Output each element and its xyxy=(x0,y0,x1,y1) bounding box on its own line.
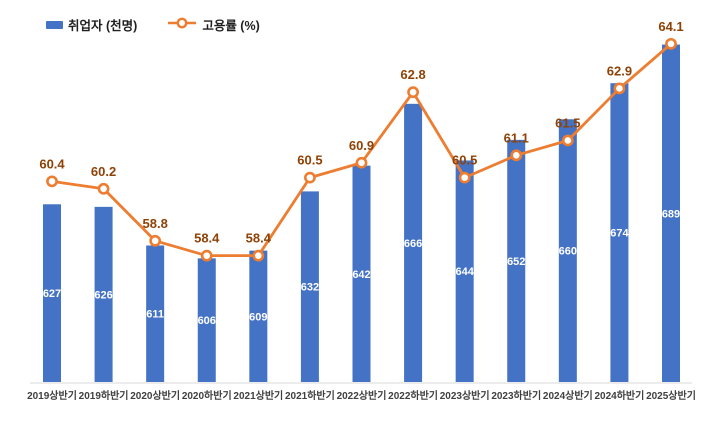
bar xyxy=(94,206,113,382)
bar xyxy=(507,139,526,382)
bar xyxy=(404,103,423,383)
bar-value-label: 626 xyxy=(94,289,112,301)
legend-item-employed: 취업자 (천명) xyxy=(46,15,137,34)
bar-value-label: 652 xyxy=(507,256,525,268)
line-marker-icon xyxy=(613,82,626,95)
bar xyxy=(300,191,319,382)
rate-value-label: 61.5 xyxy=(555,115,580,130)
rate-value-label: 60.5 xyxy=(452,153,477,168)
bar-series-swatch-icon xyxy=(46,20,63,29)
line-marker-icon xyxy=(407,86,419,99)
x-axis-label: 2024상반기 xyxy=(543,389,593,402)
bar xyxy=(43,204,61,382)
bar-value-label: 642 xyxy=(352,269,370,281)
bar xyxy=(249,250,268,382)
x-axis-label: 2020상반기 xyxy=(130,389,180,402)
rate-value-label: 60.9 xyxy=(349,138,374,153)
legend-label-rate: 고용률 (%) xyxy=(202,19,260,33)
bar-value-label: 644 xyxy=(455,266,474,278)
rate-value-label: 60.5 xyxy=(297,153,322,168)
line-marker-icon xyxy=(149,234,162,247)
rate-value-label: 58.8 xyxy=(143,216,168,231)
legend-label-employed: 취업자 (천명) xyxy=(68,19,138,33)
rate-value-label: 61.1 xyxy=(504,130,529,145)
x-axis-label: 2019하반기 xyxy=(79,389,129,402)
rate-value-label: 62.9 xyxy=(607,63,632,78)
line-marker-icon xyxy=(510,149,523,162)
chart-legend: 취업자 (천명) 고용률 (%) xyxy=(46,15,260,34)
bar xyxy=(146,245,165,382)
bar-value-label: 627 xyxy=(43,288,61,300)
x-axis-label: 2020하반기 xyxy=(182,389,232,402)
x-axis-label: 2025상반기 xyxy=(646,389,696,402)
line-marker-icon xyxy=(46,175,58,188)
bar xyxy=(662,44,680,383)
rate-value-label: 58.4 xyxy=(246,231,272,246)
bar-value-label: 674 xyxy=(610,228,629,240)
legend-item-rate: 고용률 (%) xyxy=(167,15,260,34)
x-axis-label: 2022상반기 xyxy=(337,389,387,402)
bar-value-label: 666 xyxy=(404,238,422,250)
x-axis-label: 2022하반기 xyxy=(388,389,438,402)
bar xyxy=(197,258,216,382)
x-axis-label: 2021상반기 xyxy=(233,389,283,402)
bar-value-label: 611 xyxy=(146,309,164,321)
bar xyxy=(352,165,371,382)
line-marker-icon xyxy=(665,37,677,50)
line-series-swatch-icon xyxy=(167,17,197,32)
line-marker-icon xyxy=(458,171,471,184)
rate-value-label: 62.8 xyxy=(400,67,425,82)
bar-value-label: 660 xyxy=(559,246,577,258)
bar-value-label: 609 xyxy=(249,311,267,323)
line-marker-glyph xyxy=(168,17,197,29)
rate-value-label: 60.2 xyxy=(91,164,116,179)
line-marker-icon xyxy=(304,171,316,184)
rate-value-label: 58.4 xyxy=(194,231,220,246)
bar xyxy=(455,160,474,382)
line-marker-icon xyxy=(252,249,265,262)
bar xyxy=(610,83,629,382)
x-axis-label: 2019상반기 xyxy=(27,389,77,402)
rate-value-label: 64.1 xyxy=(658,19,683,34)
bar-value-label: 606 xyxy=(198,315,216,327)
x-axis-label: 2021하반기 xyxy=(285,389,335,402)
x-axis-label: 2023하반기 xyxy=(491,389,541,402)
line-marker-icon xyxy=(355,156,368,169)
x-axis-label: 2024하반기 xyxy=(594,389,644,402)
line-marker-icon xyxy=(561,134,574,147)
line-marker-icon xyxy=(97,182,110,195)
bar-value-label: 632 xyxy=(301,282,319,294)
line-marker-icon xyxy=(200,249,213,262)
x-axis-label: 2023상반기 xyxy=(440,389,490,402)
rate-value-label: 60.4 xyxy=(39,156,65,171)
bar xyxy=(558,119,577,382)
bar-value-label: 689 xyxy=(662,208,680,220)
